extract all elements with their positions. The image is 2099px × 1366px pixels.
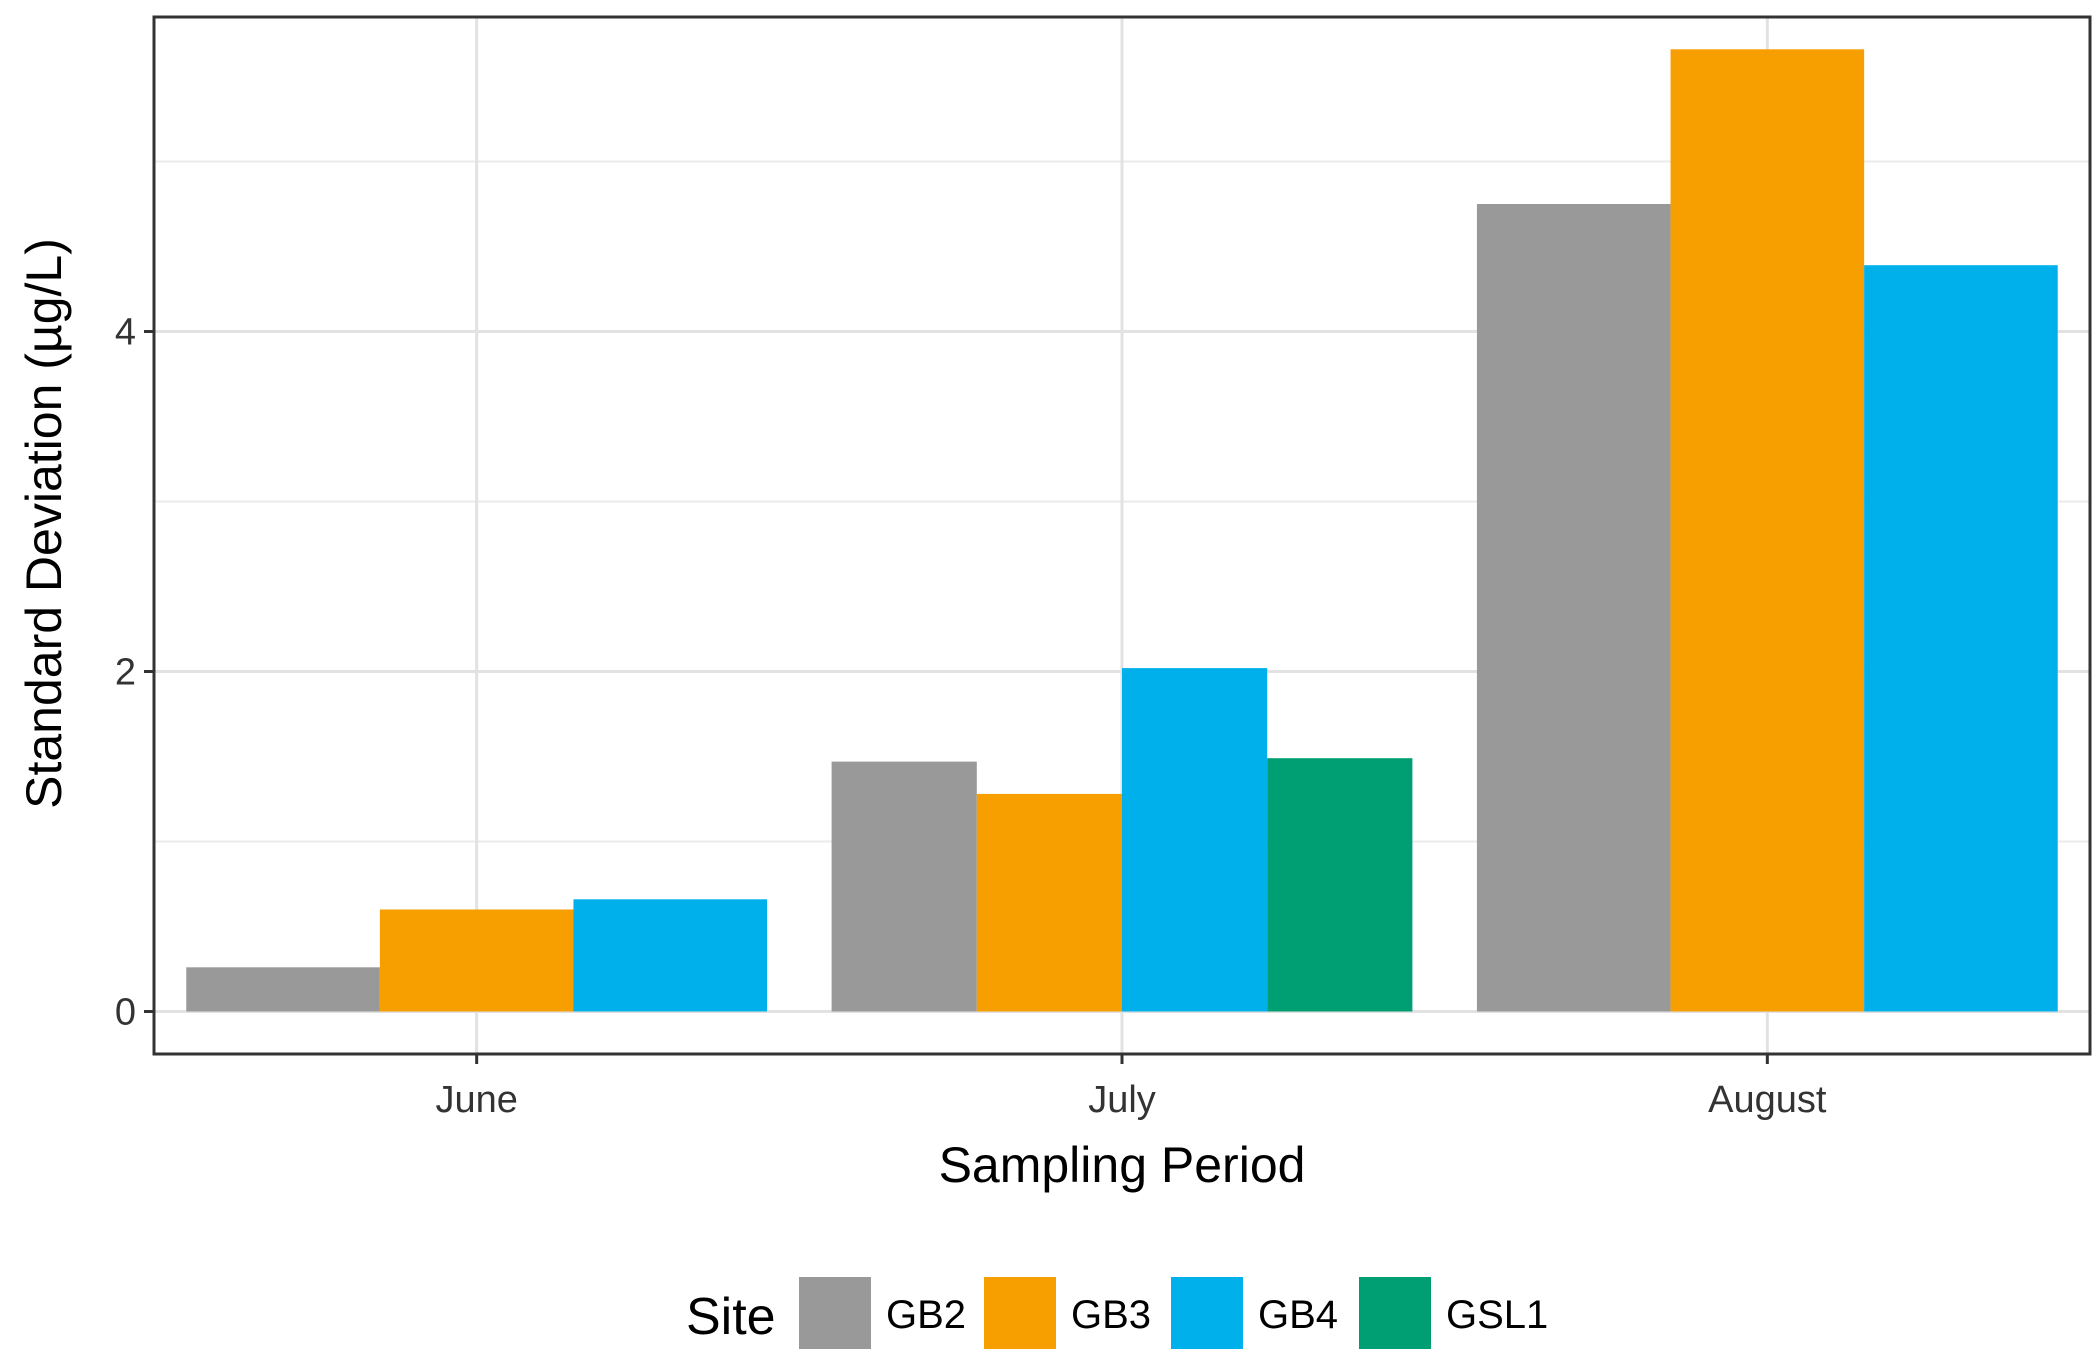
legend-key-gb2 (797, 1275, 873, 1351)
bars (186, 49, 2058, 1012)
bar-gb3-june (379, 909, 574, 1012)
x-axis-title: Sampling Period (939, 1137, 1306, 1193)
x-tick-label: June (435, 1079, 517, 1121)
legend: Site GB2 GB3 GB4 GSL1 (686, 1275, 1548, 1351)
legend-label-gb4: GB4 (1258, 1293, 1338, 1337)
legend-label-gsl1: GSL1 (1446, 1293, 1548, 1337)
legend-key-gb3 (982, 1275, 1058, 1351)
x-tick-label: August (1708, 1079, 1827, 1121)
x-axis-ticks: June July August (435, 1054, 1827, 1121)
bar-gb4-july (1122, 668, 1268, 1012)
bar-gb4-august (1864, 265, 2058, 1012)
y-tick-label: 4 (115, 312, 136, 354)
legend-title: Site (686, 1288, 776, 1346)
bar-gsl1-july (1267, 758, 1413, 1012)
bar-gb4-june (573, 899, 768, 1012)
y-tick-label: 0 (115, 992, 136, 1034)
bar-gb2-july (831, 761, 977, 1012)
legend-label-gb2: GB2 (886, 1293, 966, 1337)
legend-key-gb4 (1169, 1275, 1245, 1351)
legend-label-gb3: GB3 (1071, 1293, 1151, 1337)
bar-gb3-august (1670, 49, 1865, 1012)
y-axis-ticks: 0 2 4 (115, 312, 154, 1034)
bar-gb2-august (1476, 204, 1671, 1012)
bar-gb2-june (186, 967, 380, 1012)
legend-key-gsl1 (1357, 1275, 1433, 1351)
y-tick-label: 2 (115, 652, 136, 694)
y-axis-title: Standard Deviation (µg/L) (16, 238, 72, 809)
bar-gb3-july (976, 793, 1122, 1012)
x-tick-label: July (1088, 1079, 1156, 1121)
